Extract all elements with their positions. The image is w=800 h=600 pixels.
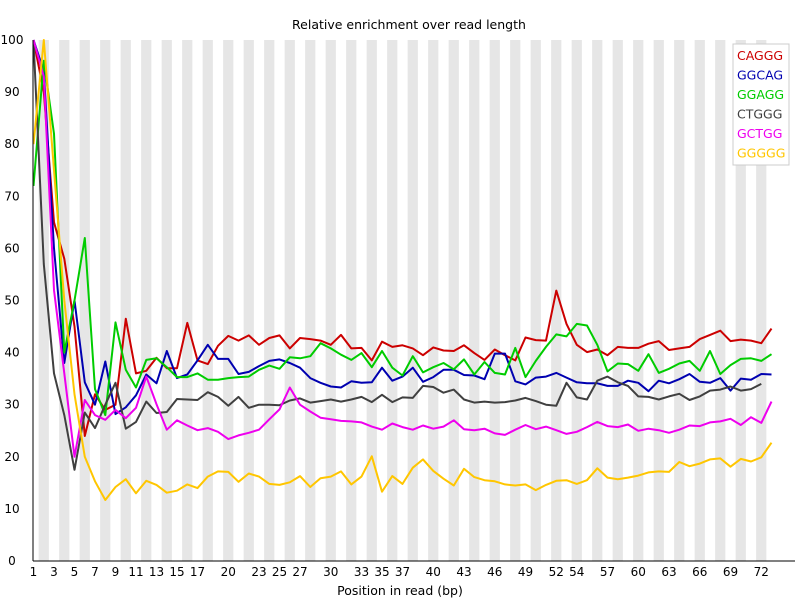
x-tick-label: 5 xyxy=(71,565,79,579)
legend-box xyxy=(732,43,790,166)
x-tick-label: 52 xyxy=(549,565,564,579)
grid-band xyxy=(305,40,316,561)
grid-band xyxy=(715,40,726,561)
x-tick-label: 54 xyxy=(569,565,584,579)
y-tick-label: 40 xyxy=(4,346,19,360)
y-tick-label: 70 xyxy=(4,189,19,203)
x-tick-label: 9 xyxy=(112,565,120,579)
x-tick-label: 60 xyxy=(631,565,646,579)
grid-band xyxy=(551,40,562,561)
y-axis-ticks: 0 10 20 30 40 50 60 70 80 90 100 xyxy=(1,33,24,568)
x-tick-label: 11 xyxy=(128,565,143,579)
y-tick-label: 80 xyxy=(4,137,19,151)
grid-band xyxy=(428,40,439,561)
grid-band xyxy=(592,40,603,561)
x-tick-label: 30 xyxy=(323,565,338,579)
grid-band xyxy=(120,40,131,561)
series-line-ggcag xyxy=(32,39,772,416)
y-tick-label: 10 xyxy=(4,502,19,516)
grid-band xyxy=(694,40,705,561)
x-tick-label: 7 xyxy=(91,565,99,579)
y-tick-label: 0 xyxy=(8,554,16,568)
grid-band xyxy=(100,40,111,561)
legend-item-ggcag: GGCAG xyxy=(737,68,783,83)
x-axis-ticks: 1 3 5 7 9 11 13 15 17 20 23 25 27 30 33 35 37 40 43 46 49 52 5… xyxy=(30,565,769,579)
grid-band xyxy=(141,40,152,561)
grid-band xyxy=(264,40,275,561)
legend-item-ctggg: CTGGG xyxy=(737,107,782,122)
y-tick-label: 90 xyxy=(4,85,19,99)
grid-bands xyxy=(38,40,767,561)
x-tick-label: 40 xyxy=(426,565,441,579)
x-tick-label: 49 xyxy=(518,565,533,579)
y-tick-label: 60 xyxy=(4,241,19,255)
series-line-ggagg xyxy=(32,59,773,417)
x-tick-label: 37 xyxy=(395,565,410,579)
x-tick-label: 20 xyxy=(221,565,236,579)
x-tick-label: 35 xyxy=(374,565,389,579)
x-tick-label: 33 xyxy=(354,565,369,579)
grid-band xyxy=(161,40,172,561)
series-line-ctggg xyxy=(32,39,762,471)
x-tick-label: 13 xyxy=(149,565,164,579)
x-axis-label: Position in read (bp) xyxy=(337,583,463,598)
x-tick-label: 66 xyxy=(692,565,707,579)
grid-band xyxy=(510,40,521,561)
grid-band xyxy=(79,40,90,561)
grid-band xyxy=(223,40,234,561)
x-tick-label: 3 xyxy=(50,565,58,579)
grid-band xyxy=(489,40,500,561)
x-tick-label: 25 xyxy=(272,565,287,579)
grid-band xyxy=(202,40,213,561)
y-tick-label: 30 xyxy=(4,398,19,412)
series-lines xyxy=(32,39,773,501)
grid-band xyxy=(571,40,582,561)
x-tick-label: 27 xyxy=(292,565,307,579)
grid-band xyxy=(243,40,254,561)
legend-item-caggg: CAGGG xyxy=(737,48,783,63)
series-line-ggggg xyxy=(32,39,773,501)
grid-band xyxy=(366,40,377,561)
grid-band xyxy=(448,40,459,561)
grid-band xyxy=(735,40,746,561)
x-tick-label: 57 xyxy=(600,565,615,579)
x-tick-label: 1 xyxy=(30,565,38,579)
grid-band xyxy=(182,40,193,561)
x-tick-label: 72 xyxy=(754,565,769,579)
grid-band xyxy=(530,40,541,561)
x-tick-label: 23 xyxy=(251,565,266,579)
grid-band xyxy=(284,40,295,561)
chart-title: Relative enrichment over read length xyxy=(292,17,526,32)
legend-item-gctgg: GCTGG xyxy=(737,126,782,141)
x-tick-label: 43 xyxy=(456,565,471,579)
x-tick-label: 17 xyxy=(190,565,205,579)
series-line-gctgg xyxy=(32,39,773,458)
y-tick-label: 50 xyxy=(4,294,19,308)
grid-band xyxy=(387,40,398,561)
x-tick-label: 63 xyxy=(661,565,676,579)
grid-band xyxy=(612,40,623,561)
grid-band xyxy=(469,40,480,561)
y-tick-label: 100 xyxy=(1,33,24,47)
grid-band xyxy=(756,40,767,561)
x-tick-label: 46 xyxy=(487,565,502,579)
grid-band xyxy=(407,40,418,561)
legend-item-ggggg: GGGGG xyxy=(737,146,785,161)
legend-item-ggagg: GGAGG xyxy=(737,87,784,102)
grid-band xyxy=(633,40,644,561)
grid-band xyxy=(38,40,49,561)
grid-band xyxy=(325,40,336,561)
grid-band xyxy=(674,40,685,561)
grid-band xyxy=(346,40,357,561)
grid-band xyxy=(653,40,664,561)
legend: CAGGG GGCAG GGAGG CTGGG GCTGG GGGGG xyxy=(732,43,790,166)
x-tick-label: 69 xyxy=(723,565,738,579)
x-tick-label: 15 xyxy=(169,565,184,579)
y-tick-label: 20 xyxy=(4,450,19,464)
